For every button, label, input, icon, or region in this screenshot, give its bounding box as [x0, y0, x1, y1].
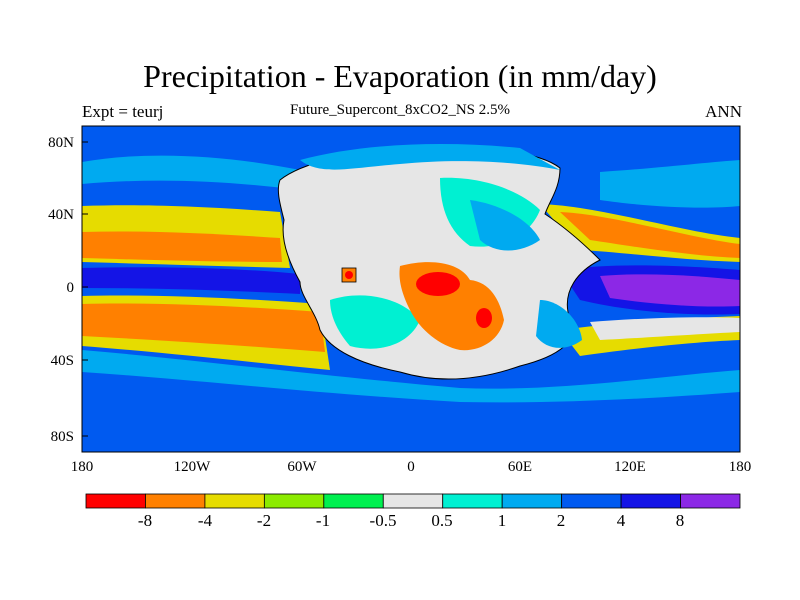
colorbar-swatch [561, 493, 622, 509]
field-equator-wet-west [82, 267, 300, 294]
colorbar-swatch [263, 493, 325, 509]
colorbar-swatch [620, 493, 681, 509]
colorbar-swatch [382, 493, 444, 509]
field-continent-wet-west [330, 295, 420, 349]
lat-axis: 80N 40N 0 40S 80S [48, 135, 88, 445]
field-se-dry-grey [590, 317, 740, 340]
lat-tick-label: 80N [48, 135, 74, 151]
colorbar-label: 0.5 [431, 511, 452, 530]
field-continent-wet-east [536, 300, 582, 348]
field-band-ne-light [600, 160, 740, 208]
field-band-sh-light [82, 350, 740, 403]
colorbar-label: -8 [138, 511, 152, 530]
field-ne-dry-orange [560, 212, 740, 258]
colorbar [85, 493, 741, 509]
lon-tick-label: 60E [508, 459, 532, 475]
lon-tick-label: 120E [614, 459, 646, 475]
lon-tick-label: 0 [407, 459, 415, 475]
lat-tick-label: 40N [48, 207, 74, 223]
colorbar-swatch [680, 493, 741, 509]
colorbar-swatch [204, 493, 265, 509]
colorbar-swatch [501, 493, 563, 509]
colorbar-label: 1 [498, 511, 507, 530]
plot-subtitle: Future_Supercont_8xCO2_NS 2.5% [290, 102, 510, 118]
field-equator-wet-east-max [600, 274, 740, 307]
colorbar-swatch [323, 493, 384, 509]
lat-tick-label: 80S [51, 429, 74, 445]
lat-tick-label: 40S [51, 353, 74, 369]
experiment-label: Expt = teurj [82, 102, 164, 121]
colorbar-swatch [442, 493, 503, 509]
lon-axis: 180 120W 60W 0 60E 120E 180 [71, 459, 752, 475]
colorbar-swatch [145, 493, 206, 509]
map-field [82, 126, 740, 452]
field-coastal-dry-max [345, 271, 353, 279]
field-continent-dry-max-2 [476, 308, 492, 328]
colorbar-label: 4 [617, 511, 626, 530]
lon-tick-label: 120W [174, 459, 212, 475]
colorbar-label: -2 [257, 511, 271, 530]
colorbar-label: 8 [676, 511, 685, 530]
field-sh-dry-orange [82, 303, 325, 352]
plot-title: Precipitation - Evaporation (in mm/day) [143, 58, 657, 94]
lat-tick-label: 0 [67, 280, 75, 296]
colorbar-label: -4 [198, 511, 213, 530]
colorbar-label: -0.5 [370, 511, 397, 530]
colorbar-swatch [85, 493, 146, 509]
colorbar-label: -1 [316, 511, 330, 530]
colorbar-label: 2 [557, 511, 566, 530]
lon-tick-label: 180 [71, 459, 94, 475]
field-continent-dry-max-1 [416, 272, 460, 296]
colorbar-labels: -8 -4 -2 -1 -0.5 0.5 1 2 4 8 [138, 511, 684, 530]
season-label: ANN [705, 102, 742, 121]
lon-tick-label: 180 [729, 459, 752, 475]
field-nh-dry-orange [82, 231, 282, 262]
field-band-nh-light [82, 155, 300, 190]
field-continent-wet-north-core [470, 200, 540, 251]
lon-tick-label: 60W [287, 459, 317, 475]
map-frame [81, 125, 741, 453]
field-arctic-fringe [300, 144, 560, 170]
